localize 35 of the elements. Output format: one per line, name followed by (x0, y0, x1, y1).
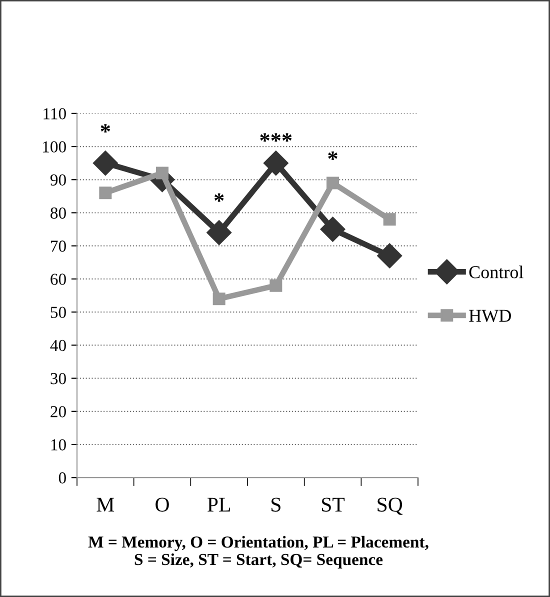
point (377, 243, 402, 268)
point (270, 279, 282, 292)
y-tick-label: 40 (50, 340, 66, 352)
point (320, 216, 346, 242)
x-tick-label: SQ (378, 498, 403, 515)
point (99, 186, 112, 200)
y-tick-label: 0 (58, 472, 66, 484)
x-tick-label: PL (208, 498, 230, 512)
y-tick-label: 70 (51, 240, 66, 252)
point (326, 176, 339, 190)
legend-label: Control (469, 266, 524, 278)
point (212, 292, 226, 306)
y-tick-label: 60 (50, 274, 66, 285)
x-tick-label: ST (322, 498, 345, 512)
point (92, 150, 118, 176)
point (383, 213, 396, 226)
annotation: * (100, 124, 110, 133)
y-tick-label: 90 (50, 174, 66, 186)
annotation: * (214, 193, 224, 202)
y-tick-label: 100 (43, 141, 66, 152)
y-tick-label: 50 (50, 306, 66, 318)
x-tick-label: S (272, 498, 280, 512)
x-tick-label: M (96, 498, 114, 512)
annotation: * (328, 151, 338, 160)
y-tick-label: 10 (51, 439, 66, 450)
point (206, 220, 232, 246)
y-tick-label: 30 (50, 372, 66, 384)
point (263, 150, 288, 176)
text: M = Memory, O = Orientation, PL = Placement, S = Size, ST = Start, SQ= Sequence (88, 536, 428, 569)
y-tick-label: 20 (50, 406, 66, 418)
x-tick-label: O (156, 498, 169, 512)
legend-label: HWD (469, 310, 511, 322)
annotation: *** (260, 133, 292, 142)
y-tick-label: 80 (50, 207, 66, 219)
y-tick-label: 110 (44, 108, 66, 120)
